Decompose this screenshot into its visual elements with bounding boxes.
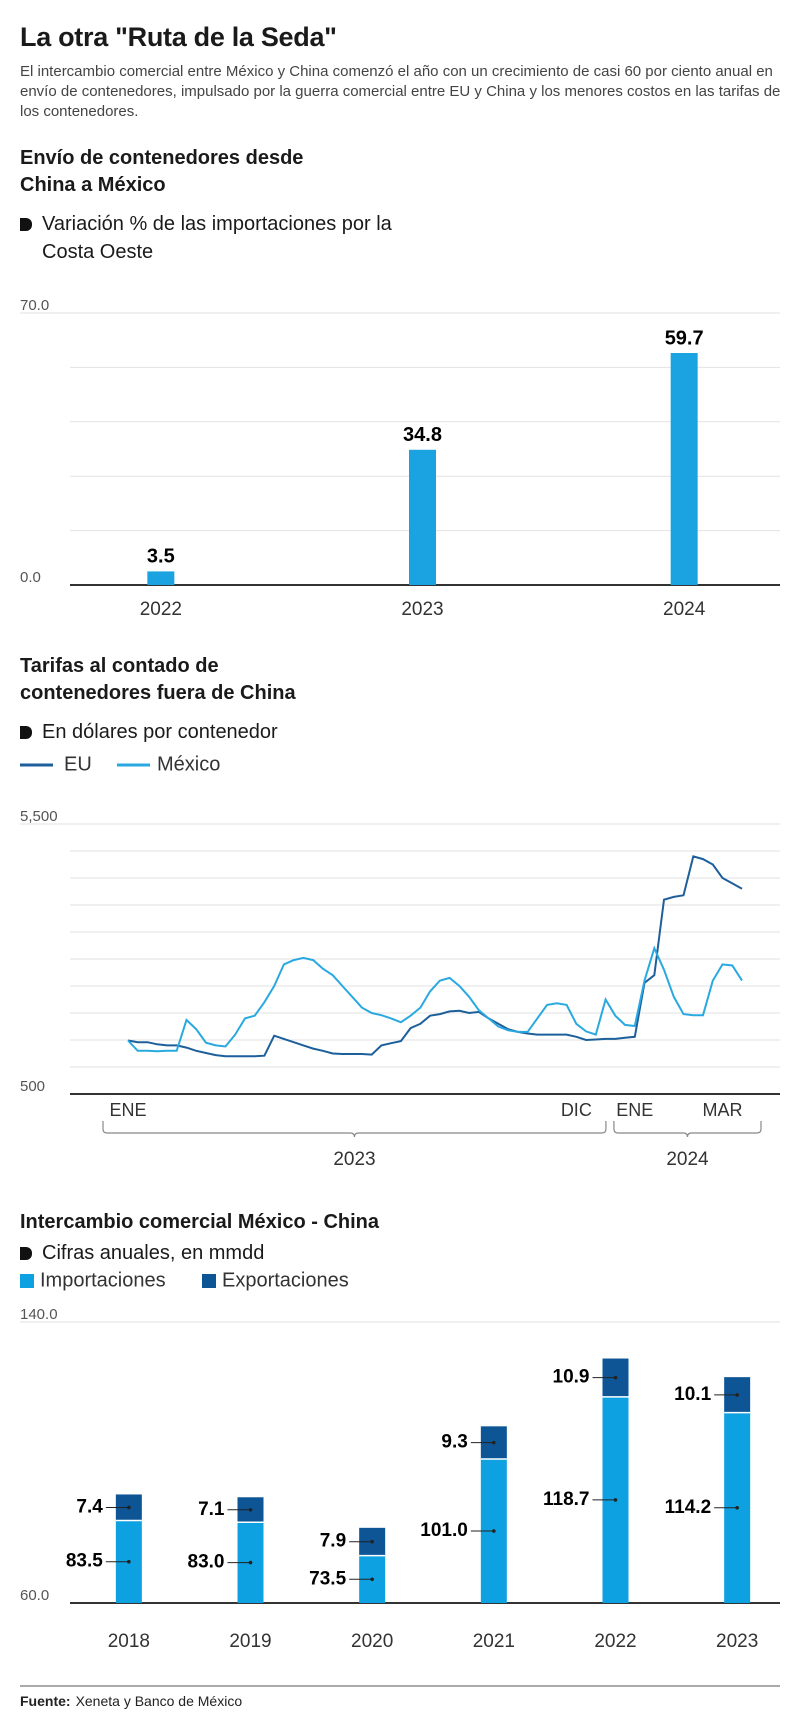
line-series (127, 945, 743, 1053)
label-pointer-dot (735, 1393, 739, 1397)
page-title: La otra "Ruta de la Seda" (20, 22, 337, 52)
x-tick-label: 2023 (401, 599, 443, 620)
group-bracket (613, 1121, 762, 1138)
y-tick-label: 500 (20, 1078, 45, 1095)
data-label: 9.3 (441, 1432, 467, 1453)
chart-title: Envío de contenedores desde China a Méxi… (20, 147, 304, 196)
legend-label: Exportaciones (222, 1269, 349, 1291)
chart-subtitle: Variación % de las importaciones por la … (20, 210, 412, 266)
label-pointer-dot (735, 1506, 739, 1510)
data-label: 7.9 (320, 1531, 346, 1552)
x-tick-label: 2022 (594, 1631, 636, 1652)
x-tick-label: 2024 (663, 599, 706, 620)
group-bracket (102, 1121, 607, 1138)
chart-subtitle: En dólares por contenedor (20, 718, 278, 746)
y-tick-label: 0.0 (20, 569, 41, 586)
data-label: 10.9 (553, 1367, 590, 1388)
group-label: 2023 (333, 1149, 375, 1170)
x-tick-label: MAR (703, 1100, 743, 1120)
data-label: 3.5 (147, 546, 175, 568)
label-pointer-dot (127, 1559, 131, 1564)
label-pointer-dot (492, 1440, 496, 1445)
bar (670, 353, 698, 585)
legend-label: EU (64, 753, 92, 775)
y-tick-label: 70.0 (20, 297, 49, 314)
legend-label: Importaciones (40, 1269, 166, 1291)
x-tick-label: DIC (561, 1100, 592, 1120)
bar (147, 571, 175, 585)
label-pointer-dot (370, 1539, 374, 1544)
data-label: 118.7 (543, 1489, 590, 1510)
x-tick-label: 2022 (140, 599, 182, 620)
x-tick-label: 2023 (716, 1631, 758, 1652)
data-label: 83.0 (188, 1552, 225, 1573)
y-tick-label: 60.0 (20, 1587, 49, 1604)
data-label: 73.5 (309, 1568, 346, 1589)
group-label: 2024 (666, 1149, 709, 1170)
x-tick-label: ENE (109, 1100, 146, 1120)
chart-title: Tarifas al contado de contenedores fuera… (20, 655, 296, 704)
bar (409, 449, 436, 585)
y-tick-label: 140.0 (20, 1306, 58, 1323)
line-series (127, 855, 743, 1058)
label-pointer-dot (127, 1505, 131, 1510)
label-pointer-dot (248, 1560, 253, 1565)
legend-swatch (202, 1274, 216, 1288)
data-label: 7.4 (76, 1496, 103, 1517)
chart-title: Intercambio comercial México - China (20, 1211, 379, 1233)
label-pointer-dot (613, 1498, 618, 1502)
source: Fuente: Xeneta y Banco de México (20, 1693, 242, 1709)
x-tick-label: 2020 (351, 1631, 393, 1652)
legend-label: México (157, 753, 220, 775)
page-subtitle: El intercambio comercial entre México y … (20, 63, 781, 120)
label-pointer-dot (613, 1375, 618, 1380)
label-pointer-dot (370, 1577, 374, 1582)
source-label: Fuente: (20, 1693, 71, 1709)
chart-subtitle: Cifras anuales, en mmdd (20, 1239, 264, 1267)
y-tick-label: 5,500 (20, 808, 58, 825)
x-tick-label: 2019 (229, 1631, 271, 1652)
data-label: 101.0 (420, 1520, 468, 1541)
x-tick-label: ENE (616, 1100, 653, 1120)
x-tick-label: 2021 (473, 1631, 515, 1652)
data-label: 10.1 (674, 1384, 711, 1405)
data-label: 114.2 (665, 1497, 712, 1518)
legend-swatch (20, 1274, 34, 1288)
label-pointer-dot (492, 1529, 496, 1533)
x-tick-label: 2018 (108, 1631, 150, 1652)
source-text: Xeneta y Banco de México (76, 1693, 243, 1709)
data-label: 83.5 (66, 1551, 103, 1572)
data-label: 59.7 (665, 327, 704, 349)
data-label: 34.8 (403, 424, 442, 446)
label-pointer-dot (248, 1507, 253, 1512)
data-label: 7.1 (198, 1499, 225, 1520)
